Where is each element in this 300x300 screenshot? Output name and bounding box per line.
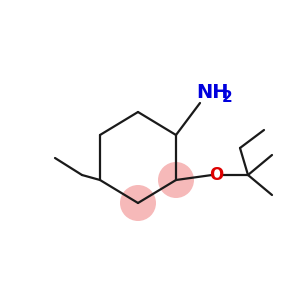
Circle shape — [120, 185, 156, 221]
Circle shape — [158, 162, 194, 198]
Text: NH: NH — [196, 83, 229, 103]
Text: 2: 2 — [222, 91, 233, 106]
Text: O: O — [209, 166, 223, 184]
